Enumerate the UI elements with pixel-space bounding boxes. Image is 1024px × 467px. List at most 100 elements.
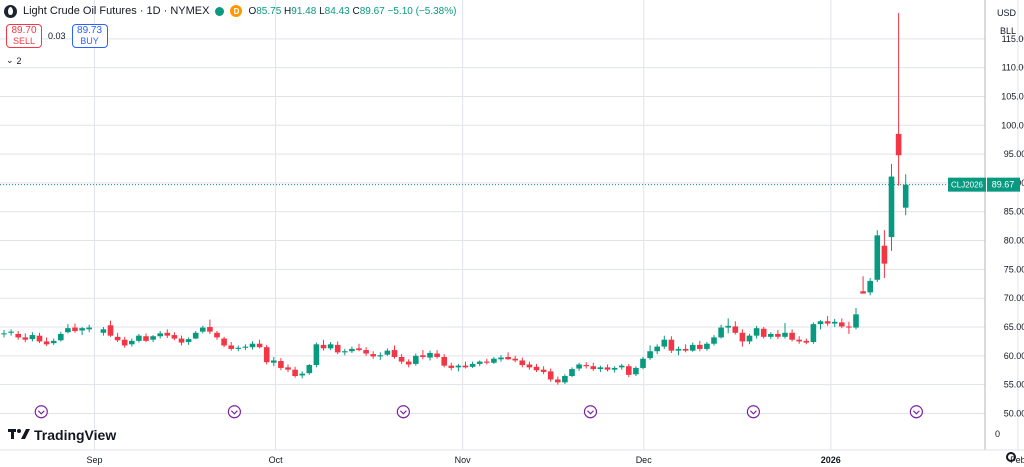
candle-body [668, 339, 675, 351]
time-axis-labels: SepOctNovDec2026FebMar [87, 455, 1024, 465]
sell-button[interactable]: 89.70 SELL [6, 24, 42, 48]
settings-icon[interactable] [1006, 452, 1016, 462]
candle-body [313, 344, 320, 366]
event-marker-icon[interactable] [34, 405, 48, 419]
high-label: H [284, 5, 292, 17]
symbol-title[interactable]: Light Crude Oil Futures · 1D · NYMEX [23, 5, 210, 17]
candle-body [363, 350, 369, 354]
event-marker-glyph [230, 410, 238, 415]
candle-body [434, 353, 440, 357]
y-tick-label: 60.00 [1004, 351, 1024, 361]
candle-body [831, 321, 838, 324]
unit-selector[interactable]: BLL [999, 26, 1016, 36]
candle-body [839, 322, 845, 327]
candle-body [207, 327, 213, 332]
buy-price: 89.73 [77, 25, 103, 36]
candle-body [271, 360, 277, 363]
candles [1, 12, 909, 385]
spread-value: 0.03 [48, 31, 66, 41]
candle-body [192, 332, 199, 339]
event-marker-glyph [399, 410, 407, 415]
x-tick-label: Feb [1010, 455, 1024, 465]
trade-panel: 89.70 SELL 0.03 89.73 BUY [6, 24, 108, 48]
candle-body [441, 356, 447, 366]
candle-body [853, 314, 859, 328]
currency-selector[interactable]: USD [996, 8, 1016, 18]
legend-header: Light Crude Oil Futures · 1D · NYMEX D O… [0, 0, 456, 22]
ohlc-values: O85.75 H91.48 L84.43 C89.67 −5.10 (−5.38… [248, 6, 456, 17]
candle-body [753, 328, 760, 336]
buy-button[interactable]: 89.73 BUY [71, 24, 108, 48]
candle-body [498, 357, 504, 360]
vertical-grid [94, 0, 1019, 450]
x-tick-label: Dec [636, 455, 653, 465]
candle-body [547, 371, 554, 380]
event-marker-icon[interactable] [583, 405, 598, 419]
candle-body [810, 324, 817, 342]
candle-body [682, 348, 689, 351]
candle-body [285, 367, 291, 370]
y-tick-label: 75.00 [1004, 264, 1024, 274]
open-value: 85.75 [256, 5, 282, 17]
oil-drop-icon [4, 4, 17, 18]
close-label: C [352, 5, 360, 17]
candle-body [427, 352, 433, 358]
price-axis-labels: 50.00 55.00 60.00 65.00 70.00 75.00 80.00 85.00… [995, 34, 1024, 439]
market-status-dot[interactable] [215, 6, 225, 16]
candle-body [79, 328, 85, 331]
y-tick-label: 80.00 [1004, 236, 1024, 246]
open-label: O [248, 5, 257, 17]
x-tick-label: 2026 [821, 455, 841, 465]
event-marker-icon[interactable] [909, 405, 923, 419]
y-tick-label: 70.00 [1004, 293, 1024, 303]
candle-body [768, 333, 774, 337]
chevron-down-icon: ⌄ [6, 55, 14, 65]
candle-body [895, 133, 902, 156]
candle-body [164, 332, 171, 336]
change-value: −5.10 (−5.38%) [387, 5, 457, 17]
event-marker-icon[interactable] [396, 405, 410, 419]
candle-body [121, 339, 128, 346]
close-value: 89.67 [359, 5, 385, 17]
candle-body [590, 366, 597, 370]
candle-body [398, 356, 405, 362]
candle-body [221, 338, 227, 346]
low-label: L [319, 5, 325, 17]
candle-body [739, 332, 746, 342]
y-tick-label: 85.00 [1004, 207, 1024, 217]
candle-body [817, 321, 824, 325]
candle-body [242, 346, 249, 348]
candle-body [228, 345, 234, 349]
candle-body [43, 341, 50, 345]
delayed-badge[interactable]: D [230, 5, 243, 17]
sell-label: SELL [12, 36, 36, 46]
candle-body [15, 333, 21, 338]
event-marker-icon[interactable] [227, 405, 241, 419]
candle-body [334, 344, 341, 353]
candle-body [299, 373, 305, 376]
candle-body [256, 343, 263, 348]
price-tag-value-bg [987, 177, 1020, 192]
candle-body [462, 365, 469, 368]
candle-body [562, 376, 568, 383]
candle-body [349, 348, 355, 352]
candle-body [618, 365, 625, 368]
candle-body [512, 358, 518, 361]
price-tag-value: 89.67 [992, 180, 1015, 190]
candle-body [214, 332, 220, 338]
candle-body [178, 338, 185, 343]
price-tag: CLJ2026 89.67 [948, 177, 1020, 192]
tradingview-logo[interactable]: TradingView [8, 427, 116, 443]
event-marker-icon[interactable] [746, 405, 761, 419]
candle-body [263, 347, 270, 363]
indicators-toggle[interactable]: ⌄ 2 [6, 55, 22, 66]
candle-body [29, 335, 36, 340]
candle-body [129, 340, 135, 345]
event-marker-glyph [749, 410, 757, 415]
candle-body [533, 366, 540, 371]
candle-body [469, 363, 476, 367]
candle-body [697, 344, 703, 349]
candle-body [448, 365, 455, 368]
price-tag-symbol-bg [948, 177, 986, 192]
